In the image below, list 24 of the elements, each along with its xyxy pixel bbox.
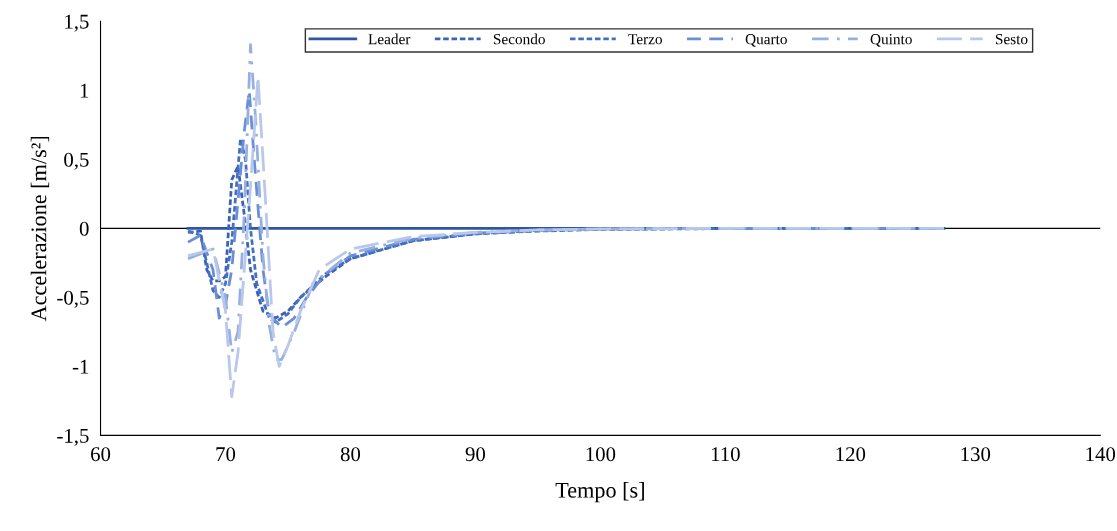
legend-label: Terzo — [628, 34, 662, 45]
legend-label: Quarto — [745, 34, 787, 47]
x-tick-label: 130 — [961, 447, 991, 462]
y-tick-label: 1 — [80, 83, 89, 98]
y-tick-label: 0 — [79, 221, 89, 236]
x-tick-label: 110 — [711, 447, 740, 462]
y-tick-label: 0,5 — [64, 152, 89, 170]
x-tick-label: 140 — [1086, 447, 1116, 462]
y-tick-label: -1 — [72, 359, 89, 374]
y-tick-label: -0,5 — [57, 290, 89, 308]
legend-label: Secondo — [493, 33, 545, 45]
x-tick-label: 120 — [836, 447, 866, 462]
x-tick-label: 60 — [91, 447, 111, 462]
x-axis-title: Tempo [s] — [555, 482, 644, 503]
x-tick-label: 80 — [340, 447, 361, 462]
y-tick-label: -1,5 — [57, 428, 89, 446]
x-tick-label: 90 — [465, 447, 486, 462]
legend-label: Quinto — [870, 34, 912, 47]
legend-label: Sesto — [995, 34, 1028, 45]
x-tick-label: 100 — [586, 447, 616, 462]
y-tick-label: 1,5 — [65, 14, 89, 32]
x-tick-label: 70 — [216, 447, 236, 462]
y-axis-title: Accelerazione [m/s²] — [30, 136, 50, 322]
legend-label: Leader — [368, 33, 411, 45]
